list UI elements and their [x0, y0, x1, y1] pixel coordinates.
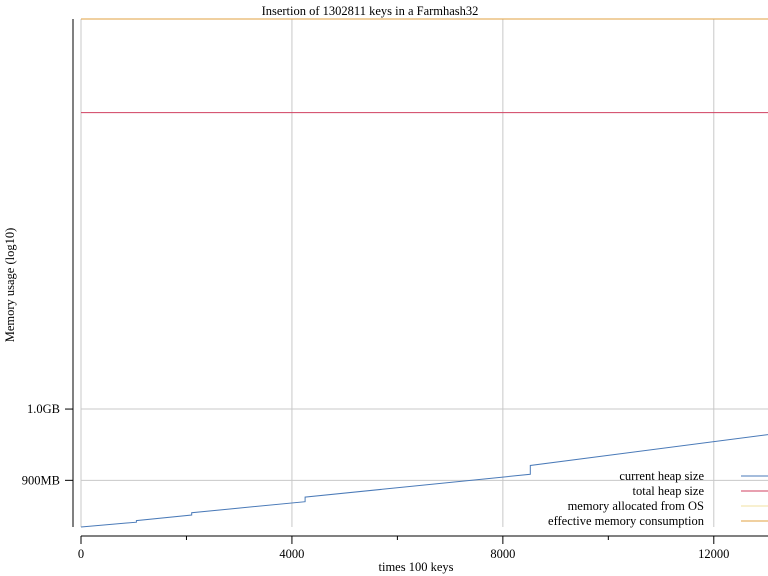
y-axis-label: Memory usage (log10)	[3, 228, 17, 343]
legend-label: effective memory consumption	[548, 514, 705, 528]
x-tick-label: 12000	[698, 547, 729, 561]
series-lines	[80, 18, 768, 528]
grid	[80, 19, 768, 527]
y-tick-label: 900MB	[22, 473, 60, 487]
chart-title: Insertion of 1302811 keys in a Farmhash3…	[262, 4, 479, 18]
legend-label: total heap size	[633, 484, 705, 498]
legend-label: memory allocated from OS	[568, 499, 704, 513]
x-tick-label: 8000	[490, 547, 515, 561]
series-line-0	[80, 434, 768, 528]
axes: 0 4000 8000 12000 1.0GB 900MB	[22, 19, 768, 561]
x-axis-label: times 100 keys	[379, 560, 454, 574]
x-tick-label: 4000	[279, 547, 304, 561]
y-tick-label: 1.0GB	[27, 402, 60, 416]
legend-label: current heap size	[619, 469, 704, 483]
x-tick-label: 0	[78, 547, 84, 561]
